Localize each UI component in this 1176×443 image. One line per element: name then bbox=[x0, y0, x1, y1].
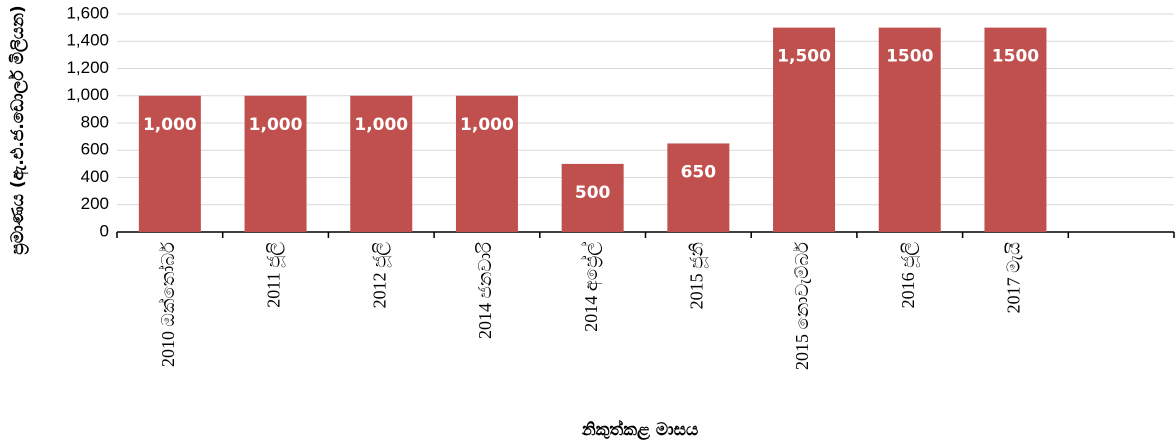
data-label: 650 bbox=[681, 162, 717, 182]
y-tick-label: 1,400 bbox=[66, 31, 109, 50]
y-tick-label: 800 bbox=[81, 112, 109, 131]
bar bbox=[773, 27, 836, 232]
y-tick-label: 0 bbox=[100, 221, 109, 240]
bar bbox=[138, 95, 201, 232]
x-tick-label: 2015 ජූනි bbox=[686, 242, 707, 309]
bar bbox=[455, 95, 518, 232]
y-tick-label: 1,600 bbox=[66, 3, 109, 22]
data-label: 1500 bbox=[992, 47, 1039, 67]
x-tick-label: 2014 අප්‍රේල් bbox=[581, 242, 603, 332]
bar bbox=[561, 163, 624, 232]
x-tick-label: 2015 නොවැම්බර් bbox=[792, 242, 812, 370]
bar bbox=[667, 143, 730, 232]
y-tick-label: 200 bbox=[81, 194, 109, 213]
y-tick-label: 400 bbox=[81, 167, 109, 186]
data-label: 1,000 bbox=[460, 115, 514, 135]
x-axis-title: නිකුත්කළ මාසය bbox=[581, 419, 698, 441]
x-tick-label: 2012 ජූලි bbox=[369, 242, 390, 309]
y-axis-title: ප්‍රමාණය (ඇ.එ.ජ.ඩොලර් මිලියන) bbox=[8, 5, 29, 255]
y-tick-label: 1,200 bbox=[66, 58, 109, 77]
data-label: 1,000 bbox=[249, 115, 303, 135]
data-label: 1,000 bbox=[143, 115, 197, 135]
x-tick-label: 2011 ජූලි bbox=[264, 242, 285, 308]
bar bbox=[878, 27, 941, 232]
x-tick-label: 2014 ජනවාරි bbox=[475, 242, 495, 339]
bar bbox=[244, 95, 307, 232]
bar bbox=[984, 27, 1047, 232]
y-tick-label: 1,000 bbox=[66, 85, 109, 104]
data-label: 1,000 bbox=[354, 115, 408, 135]
y-tick-label: 600 bbox=[81, 140, 109, 159]
data-label: 500 bbox=[575, 183, 611, 203]
x-tick-label: 2010 ඔක්තෝබර් bbox=[158, 242, 178, 367]
x-tick-label: 2016 ජූලි bbox=[898, 242, 919, 309]
data-label: 1,500 bbox=[777, 47, 831, 67]
x-tick-label: 2017 මැයි bbox=[1004, 242, 1024, 313]
bar bbox=[350, 95, 413, 232]
data-label: 1500 bbox=[886, 47, 933, 67]
